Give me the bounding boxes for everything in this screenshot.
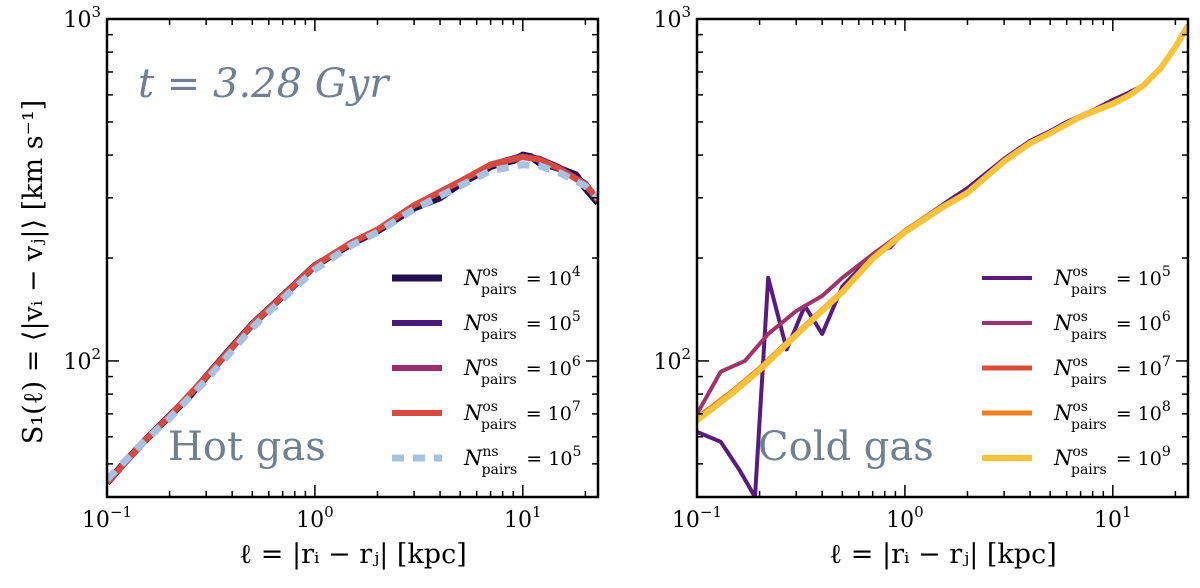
legend-item-5: Nos pairs = 109 — [982, 444, 1171, 478]
legend-label: Nos pairs = 106 — [1053, 309, 1171, 343]
y-tick-label: 103 — [653, 3, 691, 33]
legend-item-5: Nns pairs = 105 — [392, 444, 581, 478]
left-legend: Nos pairs = 104 Nos pairs = 105 Nos pairs = 1… — [392, 264, 581, 478]
right-x-axis-label: ℓ = |rᵢ − rⱼ| [kpc] — [829, 539, 1057, 570]
right-legend: Nos pairs = 105 Nos pairs = 106 Nos pairs = 1… — [982, 264, 1171, 478]
x-tick-label: 10−1 — [82, 503, 132, 533]
legend-item-1: Nos pairs = 104 — [392, 264, 581, 298]
x-tick-label: 10−1 — [672, 503, 722, 533]
x-tick-label: 101 — [504, 503, 542, 533]
left-plot-area: 10−1 100 101 102 103 — [63, 3, 600, 533]
right-panel: 10−1 100 101 102 103 Cold gas Nos pairs = 105… — [653, 3, 1190, 570]
legend-item-1: Nos pairs = 105 — [982, 264, 1171, 298]
legend-label: Nos pairs = 109 — [1053, 444, 1171, 478]
series-line-5 — [107, 161, 598, 482]
y-axis-label: S₁(ℓ) = ⟨|vᵢ − vⱼ|⟩ [km s⁻¹] — [18, 100, 49, 444]
y-tick-label: 102 — [63, 345, 101, 375]
series-line-5 — [697, 23, 1188, 423]
series-line-4 — [107, 153, 598, 485]
legend-label: Nos pairs = 108 — [1053, 399, 1171, 433]
legend-label: Nos pairs = 104 — [463, 264, 581, 298]
legend-label: Nos pairs = 106 — [463, 354, 581, 388]
x-tick-label: 101 — [1094, 503, 1132, 533]
legend-item-2: Nos pairs = 105 — [392, 309, 581, 343]
legend-item-4: Nos pairs = 107 — [392, 399, 581, 433]
left-panel-label: Hot gas — [168, 424, 326, 470]
legend-label: Nos pairs = 107 — [463, 399, 581, 433]
x-tick-label: 100 — [296, 503, 334, 533]
legend-item-2: Nos pairs = 106 — [982, 309, 1171, 343]
left-x-axis-label: ℓ = |rᵢ − rⱼ| [kpc] — [239, 539, 467, 570]
legend-label: Nos pairs = 105 — [1053, 264, 1171, 298]
legend-label: Nns pairs = 105 — [463, 444, 581, 478]
right-plot-area: 10−1 100 101 102 103 — [653, 3, 1190, 533]
legend-item-3: Nos pairs = 106 — [392, 354, 581, 388]
left-panel: 10−1 100 101 102 103 t = 3.28 Gyr Hot gas No… — [63, 3, 600, 570]
legend-label: Nos pairs = 107 — [1053, 354, 1171, 388]
y-tick-label: 102 — [653, 345, 691, 375]
y-tick-label: 103 — [63, 3, 101, 33]
legend-item-3: Nos pairs = 107 — [982, 354, 1171, 388]
legend-item-4: Nos pairs = 108 — [982, 399, 1171, 433]
legend-label: Nos pairs = 105 — [463, 309, 581, 343]
time-annotation: t = 3.28 Gyr — [138, 61, 391, 107]
x-tick-label: 100 — [886, 503, 924, 533]
right-panel-label: Cold gas — [758, 424, 934, 470]
